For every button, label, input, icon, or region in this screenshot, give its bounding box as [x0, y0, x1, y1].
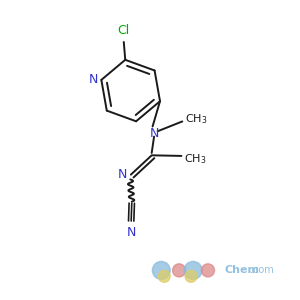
Text: CH$_3$: CH$_3$: [185, 112, 207, 126]
Text: N: N: [127, 226, 136, 239]
Text: N: N: [118, 168, 127, 181]
Text: Cl: Cl: [118, 24, 130, 37]
Text: .com: .com: [250, 266, 273, 275]
Text: Chem: Chem: [225, 266, 260, 275]
Circle shape: [201, 264, 214, 277]
Circle shape: [158, 270, 170, 282]
Circle shape: [185, 270, 197, 282]
Text: CH$_3$: CH$_3$: [184, 152, 206, 166]
Text: N: N: [149, 127, 159, 140]
Circle shape: [184, 262, 202, 279]
Circle shape: [152, 262, 170, 279]
Circle shape: [172, 264, 186, 277]
Text: N: N: [88, 74, 98, 86]
